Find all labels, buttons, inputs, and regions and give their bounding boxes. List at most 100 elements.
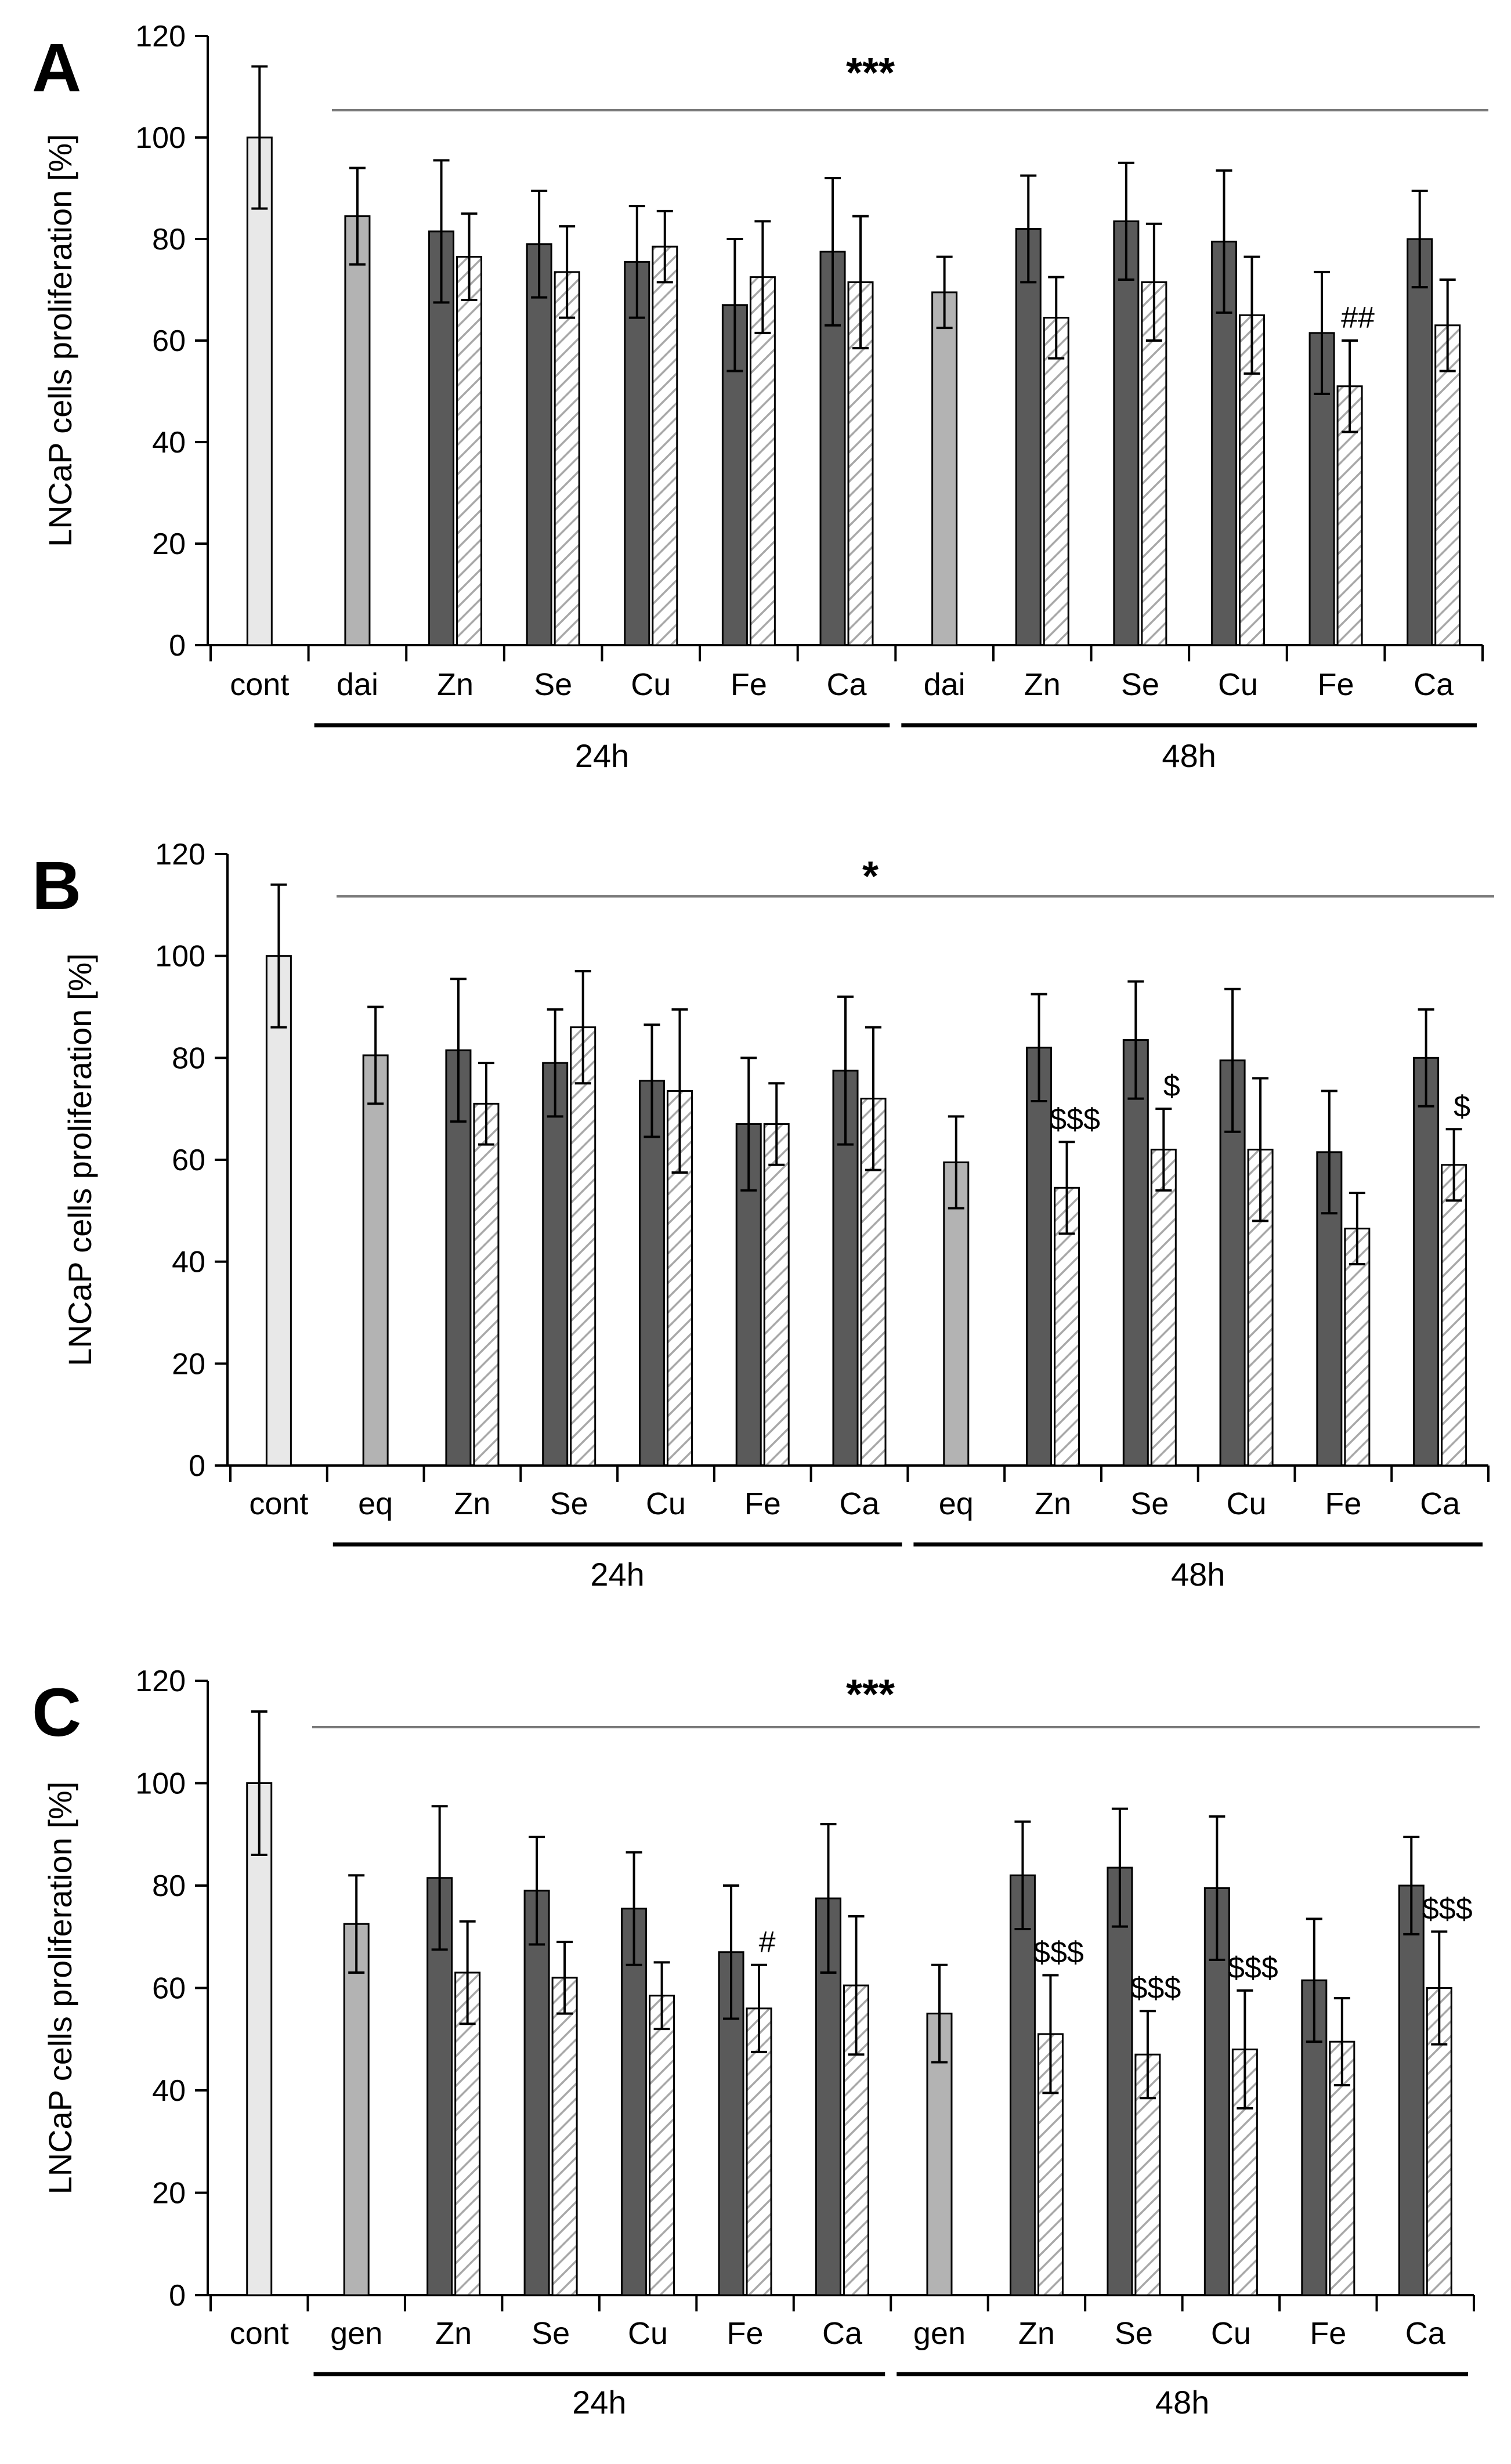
bar-annotation: $$$	[1422, 1892, 1473, 1926]
x-tick-label: Se	[532, 2316, 570, 2351]
bar-annotation: $$$	[1033, 1935, 1084, 1969]
y-tick-label: 40	[152, 2074, 186, 2108]
bar-element	[1407, 238, 1433, 646]
x-tick-label: eq	[358, 1486, 393, 1521]
bar-annotation: #	[759, 1926, 776, 1959]
bar-element	[526, 243, 552, 646]
x-tick-label: Zn	[1024, 667, 1061, 702]
y-axis-label: LNCaP cells proliferation [%]	[42, 134, 78, 547]
y-tick-label: 80	[172, 1041, 205, 1075]
group-label: 24h	[575, 737, 629, 774]
bar-element	[1015, 228, 1042, 646]
bar-annotation: ##	[1341, 301, 1375, 335]
x-tick-label: eq	[939, 1486, 974, 1521]
x-tick-label: Cu	[1218, 667, 1258, 702]
bar-compound	[931, 291, 958, 646]
x-tick-label: cont	[249, 1486, 308, 1521]
bar-annotation: $	[1454, 1090, 1470, 1123]
bar-annotation: $$$	[1228, 1951, 1278, 1985]
group-label: 48h	[1162, 737, 1216, 774]
bar-combination	[473, 1102, 500, 1467]
bar-compound	[362, 1054, 389, 1467]
bar-element	[1026, 1047, 1053, 1467]
x-tick-label: Zn	[437, 667, 473, 702]
x-tick-label: Cu	[646, 1486, 686, 1521]
x-tick-label: Fe	[1310, 2316, 1346, 2351]
x-tick-label: Cu	[631, 667, 671, 702]
y-tick-label: 100	[135, 1767, 186, 1801]
panel-label: B	[32, 848, 81, 924]
y-axis-label: LNCaP cells proliferation [%]	[62, 953, 98, 1366]
bar-combination	[1434, 324, 1461, 646]
x-tick-label: Zn	[435, 2316, 472, 2351]
y-tick-label: 0	[169, 2279, 186, 2313]
y-tick-label: 80	[152, 1869, 186, 1903]
y-tick-label: 120	[135, 20, 186, 53]
bar-annotation: $$$	[1050, 1102, 1100, 1136]
y-tick-label: 20	[152, 527, 186, 561]
x-tick-label: Ca	[822, 2316, 863, 2351]
x-tick-label: Cu	[628, 2316, 668, 2351]
y-tick-label: 20	[152, 2177, 186, 2210]
x-tick-label: dai	[924, 667, 966, 702]
bar-combination	[1441, 1164, 1467, 1467]
y-tick-label: 60	[172, 1144, 205, 1177]
y-tick-label: 40	[152, 426, 186, 459]
y-tick-label: 80	[152, 223, 186, 256]
bar-annotation: $	[1163, 1069, 1180, 1103]
bar-element	[523, 1890, 550, 2296]
bar-combination	[1344, 1228, 1371, 1467]
y-axis-label: LNCaP cells proliferation [%]	[42, 1782, 78, 2195]
chart-panel-c: C LNCaP cells proliferation [%] 0 20 40 60 80 1…	[32, 1665, 1480, 2420]
bar-combination	[456, 256, 483, 646]
bar-element	[542, 1062, 569, 1467]
significance-marker: ***	[846, 1671, 895, 1718]
bar-combination	[1141, 281, 1167, 646]
x-tick-label: Se	[1121, 667, 1159, 702]
chart-panel-a: A LNCaP cells proliferation [%] 0 20 40 60 80 1…	[32, 20, 1488, 774]
x-tick-label: Se	[1115, 2316, 1153, 2351]
significance-marker: *	[862, 853, 879, 900]
x-tick-label: Se	[550, 1486, 588, 1521]
y-tick-label: 60	[152, 324, 186, 358]
bar-element	[621, 1908, 648, 2296]
x-tick-label: Se	[534, 667, 572, 702]
panel-label: C	[32, 1674, 81, 1751]
x-tick-label: Zn	[454, 1486, 490, 1521]
significance-marker: ***	[846, 50, 895, 96]
y-tick-label: 20	[172, 1347, 205, 1381]
panel-label: A	[32, 30, 81, 106]
x-tick-label: gen	[330, 2316, 382, 2351]
y-tick-label: 0	[189, 1449, 205, 1483]
x-tick-label: Ca	[1405, 2316, 1446, 2351]
y-tick-label: 120	[135, 1665, 186, 1698]
bar-annotation: $$$	[1131, 1971, 1181, 2005]
x-tick-label: Zn	[1035, 1486, 1071, 1521]
y-tick-label: 100	[155, 940, 205, 974]
bar-control	[246, 136, 273, 646]
bar-combination	[763, 1123, 790, 1467]
group-label: 48h	[1155, 2384, 1209, 2420]
bar-combination	[652, 245, 678, 646]
x-tick-label: Fe	[744, 1486, 781, 1521]
x-tick-label: Ca	[839, 1486, 880, 1521]
y-tick-label: 60	[152, 1972, 186, 2006]
x-tick-label: Fe	[731, 667, 767, 702]
group-label: 24h	[590, 1556, 644, 1593]
bar-combination	[551, 1977, 578, 2296]
y-tick-label: 0	[169, 629, 186, 663]
x-tick-label: Fe	[1325, 1486, 1361, 1521]
bar-combination	[1043, 317, 1069, 646]
bar-control	[265, 955, 292, 1467]
x-tick-label: dai	[337, 667, 378, 702]
x-tick-label: Ca	[826, 667, 867, 702]
bar-combination	[649, 1995, 675, 2296]
bar-element	[1009, 1874, 1036, 2296]
bar-element	[1413, 1056, 1440, 1467]
bar-compound	[344, 215, 371, 646]
bar-control	[246, 1782, 273, 2296]
y-tick-label: 120	[155, 838, 205, 871]
x-tick-label: Ca	[1420, 1486, 1461, 1521]
x-tick-label: Cu	[1211, 2316, 1251, 2351]
